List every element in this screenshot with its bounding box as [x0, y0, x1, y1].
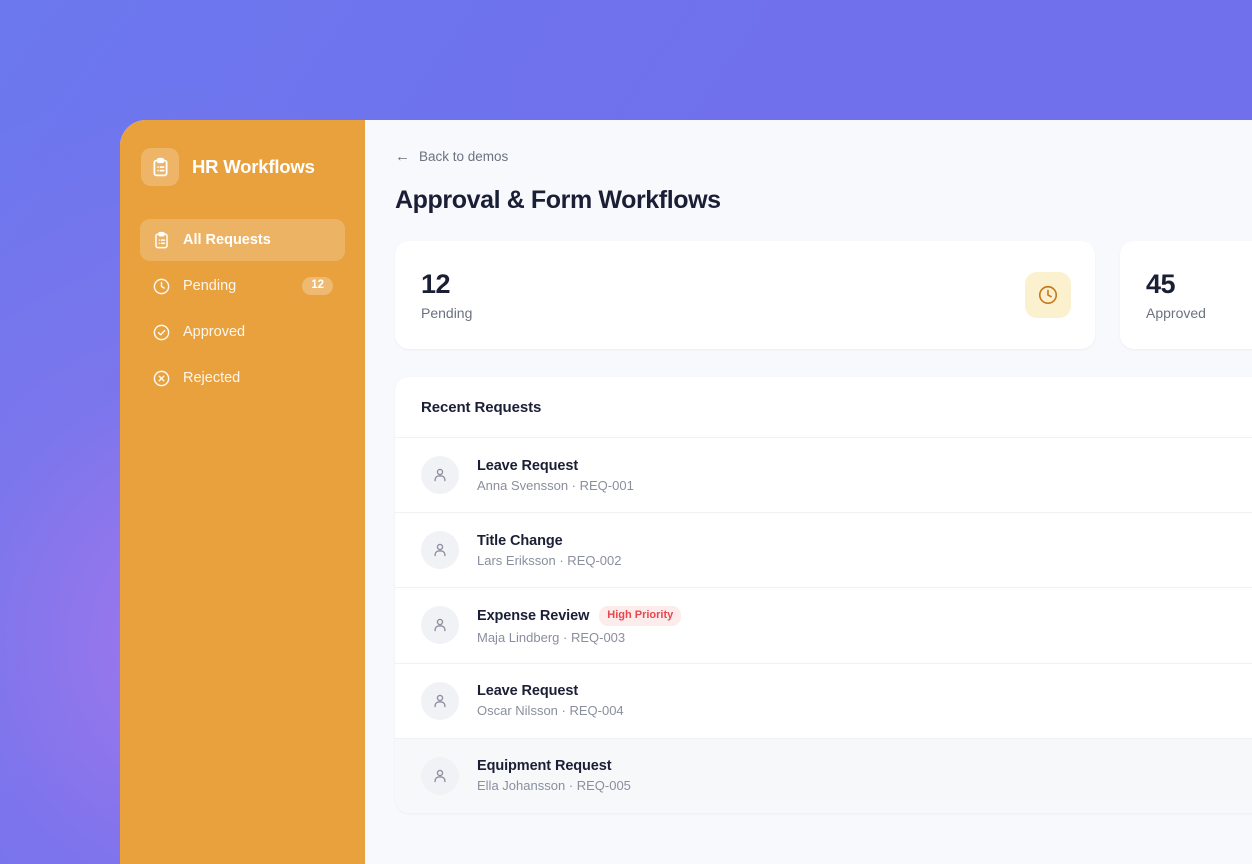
table-row[interactable]: Leave Request Anna Svensson · REQ-001 [395, 438, 1252, 513]
brand-title: HR Workflows [192, 156, 315, 177]
clock-icon [1025, 272, 1071, 318]
table-row[interactable]: Title Change Lars Eriksson · REQ-002 [395, 513, 1252, 588]
avatar [421, 531, 459, 569]
stat-card-text: 12 Pending [421, 269, 472, 320]
avatar [421, 681, 459, 720]
status-badge: High Priority [599, 606, 682, 626]
row-title-line: Expense Review High Priority [477, 606, 682, 626]
back-link-label: Back to demos [419, 149, 509, 164]
row-title-line: Equipment Request [477, 758, 631, 774]
sidebar-item-approved[interactable]: Approved [140, 311, 345, 353]
row-subtitle: Lars Eriksson · REQ-002 [477, 552, 622, 568]
pending-count-badge: 12 [302, 277, 333, 295]
app-window: HR Workflows All Requests [120, 120, 1252, 864]
recent-requests-card: Recent Requests Leave Request Anna Svens [395, 377, 1252, 813]
row-title: Equipment Request [477, 758, 612, 775]
x-circle-icon [152, 369, 171, 388]
table-row[interactable]: Expense Review High Priority Maja Lindbe… [395, 588, 1252, 664]
page-title: Approval & Form Workflows [395, 186, 721, 214]
avatar [421, 456, 459, 494]
sidebar-item-rejected[interactable]: Rejected [140, 357, 345, 399]
row-text: Leave Request Anna Svensson · REQ-001 [477, 458, 634, 493]
arrow-left-icon: ← [395, 148, 410, 165]
clipboard-icon [152, 231, 171, 250]
stat-label: Pending [421, 304, 473, 321]
row-title: Leave Request [477, 683, 579, 700]
table-row[interactable]: Equipment Request Ella Johansson · REQ-0… [395, 738, 1252, 813]
clock-icon [152, 277, 171, 296]
stat-card-pending[interactable]: 12 Pending [395, 241, 1095, 349]
avatar [421, 756, 459, 795]
sidebar-item-label: Rejected [183, 370, 241, 386]
row-text: Title Change Lars Eriksson · REQ-002 [477, 533, 622, 568]
row-title-line: Title Change [477, 533, 622, 549]
row-title-line: Leave Request [477, 683, 624, 699]
row-title: Title Change [477, 532, 563, 549]
row-text: Expense Review High Priority Maja Lindbe… [477, 606, 682, 645]
table-row[interactable]: Leave Request Oscar Nilsson · REQ-004 [395, 664, 1252, 739]
row-subtitle: Ella Johansson · REQ-005 [477, 778, 631, 794]
stat-label: Approved [1146, 304, 1206, 321]
stat-card-text: 45 Approved [1146, 269, 1206, 320]
list-header-title: Recent Requests [421, 399, 542, 416]
stat-value: 45 [1146, 269, 1176, 300]
avatar [421, 606, 459, 645]
check-circle-icon [152, 323, 171, 342]
sidebar-item-pending[interactable]: Pending 12 [140, 265, 345, 307]
stat-cards-row: 12 Pending 45 Approved [395, 241, 1252, 349]
row-subtitle: Oscar Nilsson · REQ-004 [477, 703, 624, 719]
row-text: Leave Request Oscar Nilsson · REQ-004 [477, 683, 624, 718]
row-title: Leave Request [477, 457, 579, 474]
stat-value: 12 [421, 269, 451, 300]
clipboard-icon [141, 148, 179, 186]
main-content: ← Back to demos Approval & Form Workflow… [365, 120, 1252, 864]
sidebar: HR Workflows All Requests [120, 120, 365, 864]
list-header: Recent Requests [395, 377, 1252, 438]
row-subtitle: Maja Lindberg · REQ-003 [477, 629, 626, 645]
row-text: Equipment Request Ella Johansson · REQ-0… [477, 758, 631, 793]
sidebar-nav: All Requests Pending 12 [140, 219, 345, 399]
back-to-demos-link[interactable]: ← Back to demos [395, 149, 508, 164]
sidebar-item-label: Pending [183, 278, 237, 294]
stat-card-approved[interactable]: 45 Approved [1120, 241, 1252, 349]
brand: HR Workflows [140, 148, 345, 186]
sidebar-item-all-requests[interactable]: All Requests [140, 219, 345, 261]
sidebar-item-label: All Requests [183, 232, 271, 248]
row-subtitle: Anna Svensson · REQ-001 [477, 477, 634, 493]
row-title: Expense Review [477, 607, 590, 624]
row-title-line: Leave Request [477, 458, 634, 474]
sidebar-item-label: Approved [183, 324, 246, 340]
